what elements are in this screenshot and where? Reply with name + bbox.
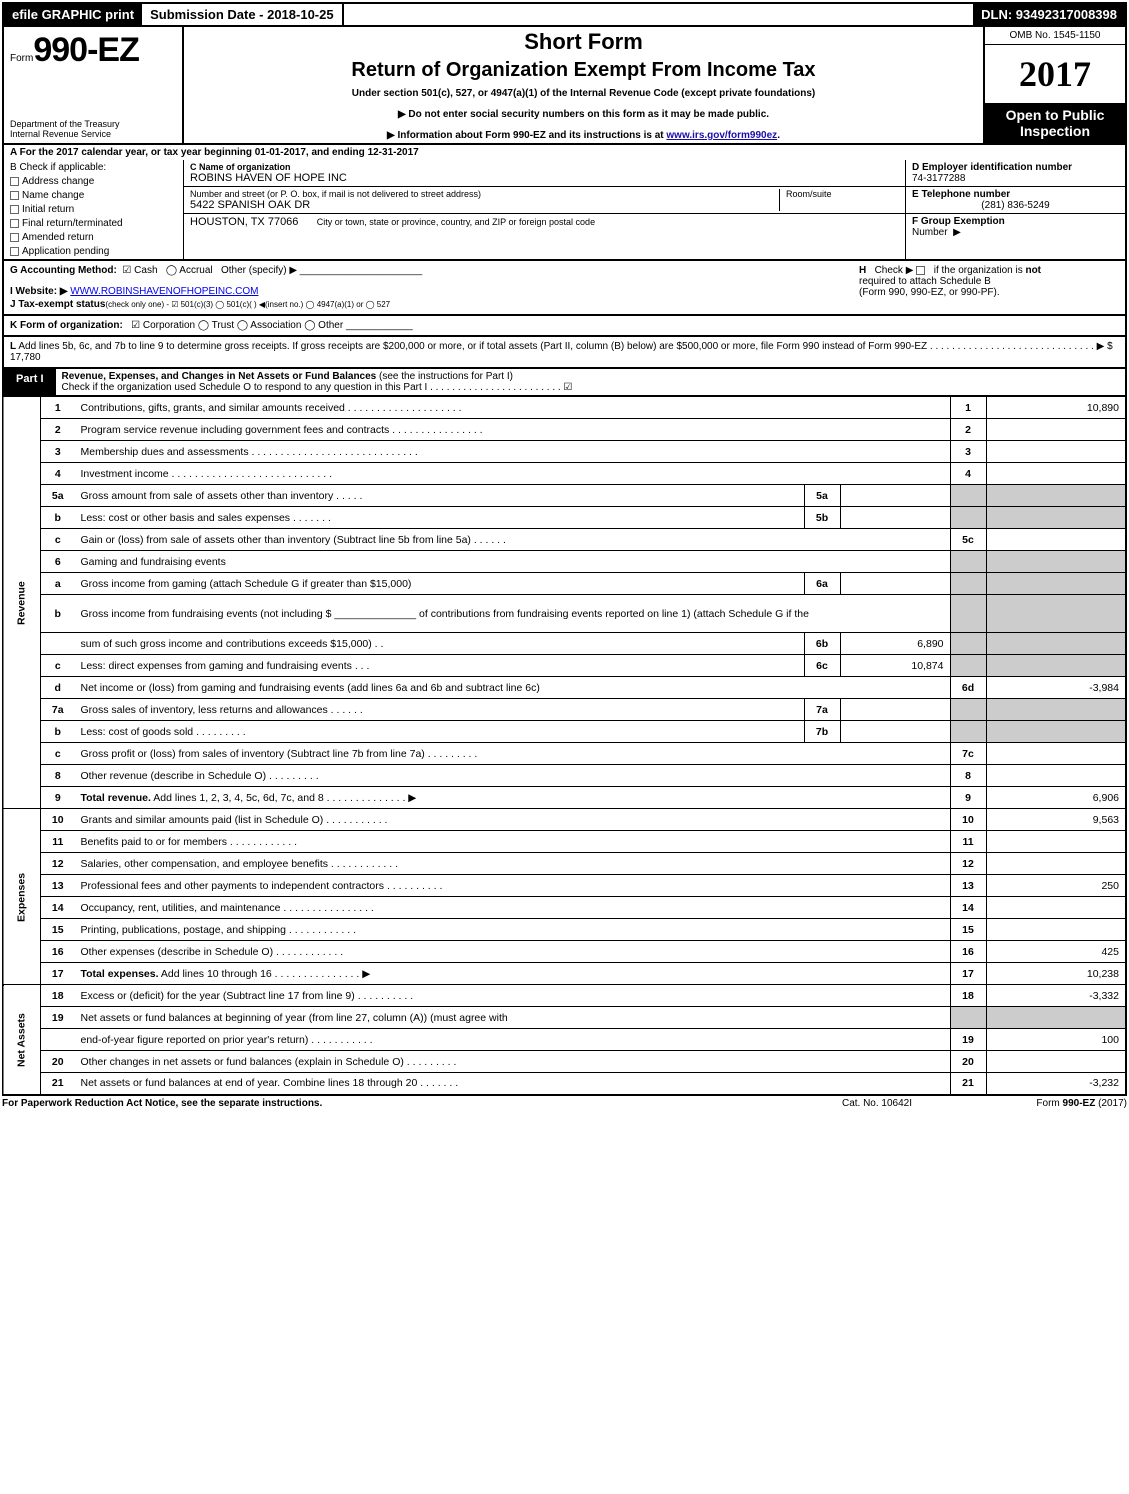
line1-value: 10,890 (986, 397, 1126, 419)
ein-value: 74-3177288 (912, 173, 1119, 184)
return-title: Return of Organization Exempt From Incom… (190, 59, 977, 82)
form-number: Form 990-EZ (10, 31, 176, 70)
section-e-phone: E Telephone number (281) 836-5249 (906, 187, 1125, 214)
line18-value: -3,332 (986, 985, 1126, 1007)
dln: DLN: 93492317008398 (973, 4, 1125, 25)
section-expenses-label: Expenses (3, 809, 41, 985)
line21-value: -3,232 (986, 1073, 1126, 1095)
line6c-value: 10,874 (840, 655, 950, 677)
page-footer: For Paperwork Reduction Act Notice, see … (2, 1096, 1127, 1111)
line6b-value: 6,890 (840, 633, 950, 655)
org-city: HOUSTON, TX 77066 (190, 216, 298, 228)
section-revenue-label: Revenue (3, 397, 41, 809)
efile-label: efile GRAPHIC print (4, 4, 142, 25)
section-street: Number and street (or P. O. box, if mail… (184, 187, 905, 214)
part-i-header: Part I Revenue, Expenses, and Changes in… (2, 369, 1127, 396)
submission-date: Submission Date - 2018-10-25 (142, 4, 344, 25)
open-to-public: Open to Public Inspection (985, 103, 1125, 143)
cb-amended-return[interactable]: Amended return (10, 232, 177, 243)
short-form-title: Short Form (190, 29, 977, 55)
line16-value: 425 (986, 941, 1126, 963)
form990ez-link[interactable]: www.irs.gov/form990ez (666, 130, 777, 141)
paperwork-notice: For Paperwork Reduction Act Notice, see … (2, 1098, 787, 1109)
section-ghi: G Accounting Method: ☑ Cash ◯ Accrual Ot… (2, 261, 1127, 316)
cb-name-change[interactable]: Name change (10, 190, 177, 201)
section-d-ein: D Employer identification number 74-3177… (906, 160, 1125, 187)
revenue-table: Revenue 1 Contributions, gifts, grants, … (2, 396, 1127, 1096)
dept-treasury: Department of the Treasury (10, 119, 176, 129)
note-info: ▶ Information about Form 990-EZ and its … (190, 130, 977, 141)
omb-number: OMB No. 1545-1150 (985, 27, 1125, 45)
website-link[interactable]: WWW.ROBINSHAVENOFHOPEINC.COM (70, 286, 258, 297)
form-header: Form 990-EZ Department of the Treasury I… (2, 27, 1127, 145)
line-g-accounting: G Accounting Method: ☑ Cash ◯ Accrual Ot… (10, 265, 859, 276)
phone-value: (281) 836-5249 (912, 200, 1119, 211)
line19-value: 100 (986, 1029, 1126, 1051)
section-c-name: C Name of organization ROBINS HAVEN OF H… (184, 160, 905, 187)
section-netassets-label: Net Assets (3, 985, 41, 1095)
line17-total-expenses: 10,238 (986, 963, 1126, 985)
cb-address-change[interactable]: Address change (10, 176, 177, 187)
cb-initial-return[interactable]: Initial return (10, 204, 177, 215)
line-a-tax-year: A For the 2017 calendar year, or tax yea… (2, 145, 1127, 160)
room-suite: Room/suite (779, 189, 899, 211)
cb-final-return[interactable]: Final return/terminated (10, 218, 177, 229)
cat-no: Cat. No. 10642I (787, 1098, 967, 1109)
line9-total-revenue: 6,906 (986, 787, 1126, 809)
form-page-ref: Form 990-EZ (2017) (967, 1098, 1127, 1109)
section-f-group: F Group Exemption Number ▶ (906, 214, 1125, 240)
line-j-tax-exempt: J Tax-exempt status(check only one) - ☑ … (10, 299, 859, 310)
note-ssn: ▶ Do not enter social security numbers o… (190, 109, 977, 120)
org-name: ROBINS HAVEN OF HOPE INC (190, 172, 899, 184)
line10-value: 9,563 (986, 809, 1126, 831)
cb-application-pending[interactable]: Application pending (10, 246, 177, 257)
tax-year: 2017 (985, 45, 1125, 103)
top-bar: efile GRAPHIC print Submission Date - 20… (2, 2, 1127, 27)
org-street: 5422 SPANISH OAK DR (190, 199, 779, 211)
under-section: Under section 501(c), 527, or 4947(a)(1)… (190, 88, 977, 99)
org-info-block: B Check if applicable: Address change Na… (2, 160, 1127, 261)
line-l-gross-receipts: L Add lines 5b, 6c, and 7b to line 9 to … (2, 337, 1127, 369)
section-city: HOUSTON, TX 77066 City or town, state or… (184, 214, 905, 230)
section-b-checkboxes: B Check if applicable: Address change Na… (4, 160, 184, 259)
section-h-schedule-b: H Check ▶ if the organization is not req… (859, 265, 1119, 310)
line-k-form-of-org: K Form of organization: ☑ Corporation ◯ … (2, 316, 1127, 337)
line6d-value: -3,984 (986, 677, 1126, 699)
dept-irs: Internal Revenue Service (10, 129, 176, 139)
line13-value: 250 (986, 875, 1126, 897)
line-i-website: I Website: ▶ WWW.ROBINSHAVENOFHOPEINC.CO… (10, 286, 859, 297)
